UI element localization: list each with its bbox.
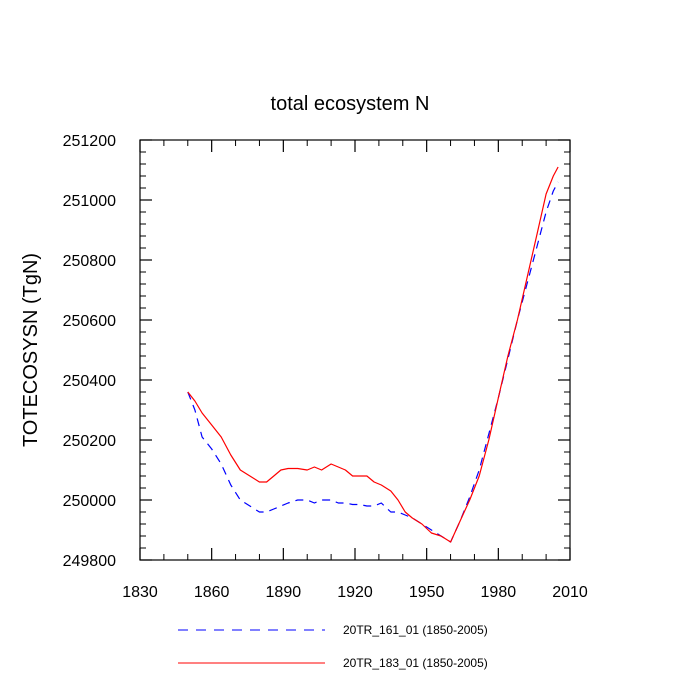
legend-label-1: 20TR_161_01 (1850-2005) (343, 623, 488, 637)
x-tick-label: 1950 (409, 584, 445, 601)
y-tick-label: 251000 (63, 193, 116, 210)
y-tick-label: 250000 (63, 493, 116, 510)
y-tick-label: 250600 (63, 313, 116, 330)
axes: 1830 1860 1890 1920 1950 1980 2010 249800 250000… (63, 133, 588, 601)
chart-title: total ecosystem N (271, 93, 430, 115)
x-tick-label: 1830 (122, 584, 158, 601)
legend: 20TR_161_01 (1850-2005) 20TR_183_01 (1850… (178, 623, 488, 670)
y-tick-label: 250400 (63, 373, 116, 390)
y-tick-label: 251200 (63, 133, 116, 150)
x-tick-label: 1920 (337, 584, 373, 601)
series-layer (187, 166, 559, 543)
x-tick-label: 1980 (481, 584, 517, 601)
y-tick-label: 250200 (63, 433, 116, 450)
y-tick-label: 250800 (63, 253, 116, 270)
series-line-2 (187, 166, 559, 543)
x-tick-label: 1860 (194, 584, 230, 601)
legend-label-2: 20TR_183_01 (1850-2005) (343, 656, 488, 670)
y-axis-label: TOTECOSYSN (TgN) (20, 253, 42, 447)
x-tick-label: 1890 (266, 584, 302, 601)
y-tick-label: 249800 (63, 553, 116, 570)
x-tick-label: 2010 (552, 584, 588, 601)
plot-frame (139, 139, 571, 561)
series-line-1 (187, 181, 559, 543)
